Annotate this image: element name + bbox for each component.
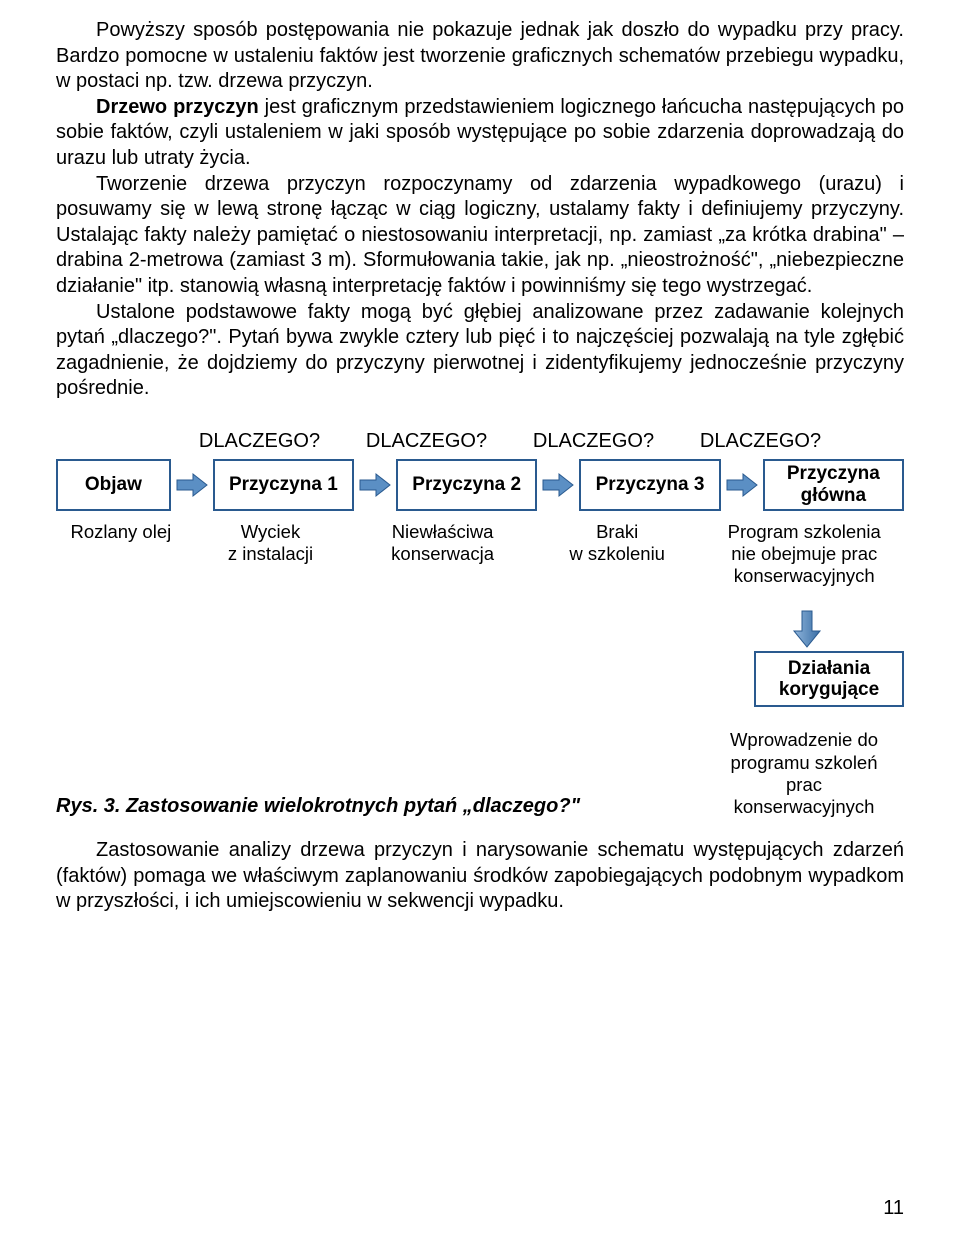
paragraph-3: Tworzenie drzewa przyczyn rozpoczynamy o… [56, 172, 904, 300]
cause-box-3: Przyczyna 3 [579, 459, 720, 511]
arrow-right-icon [175, 472, 209, 498]
page-number: 11 [883, 1197, 904, 1220]
down-arrow-wrap [56, 609, 904, 649]
cause-box-2: Przyczyna 2 [396, 459, 537, 511]
intro-text: Wprowadzenie doprogramu szkoleńprackonse… [704, 729, 904, 818]
action-box-wrap: Działaniakorygujące [56, 651, 904, 707]
term-drzewo-przyczyn: Drzewo przyczyn [96, 96, 259, 118]
why-label-1: DLACZEGO? [199, 430, 320, 453]
example-col-4: Program szkolenianie obejmuje prackonser… [704, 521, 904, 588]
why-label-row: DLACZEGO? DLACZEGO? DLACZEGO? DLACZEGO? [56, 430, 904, 453]
paragraph-1: Powyższy sposób postępowania nie pokazuj… [56, 18, 904, 95]
arrow-right-icon [725, 472, 759, 498]
examples-row: Rozlany olejWyciekz instalacjiNiewłaściw… [56, 521, 904, 588]
why-label-4: DLACZEGO? [700, 430, 821, 453]
arrow-right-icon [358, 472, 392, 498]
why-label-3: DLACZEGO? [533, 430, 654, 453]
example-col-0: Rozlany olej [56, 521, 186, 588]
boxes-row: Objaw Przyczyna 1 Przyczyna 2 Przyczyna 3 Pr… [56, 459, 904, 511]
why-label-2: DLACZEGO? [366, 430, 487, 453]
example-col-3: Brakiw szkoleniu [530, 521, 705, 588]
figure-caption: Rys. 3. Zastosowanie wielokrotnych pytań… [56, 795, 684, 818]
why-diagram: DLACZEGO? DLACZEGO? DLACZEGO? DLACZEGO? … [56, 430, 904, 818]
paragraph-2: Drzewo przyczyn jest graficznym przedsta… [56, 95, 904, 172]
cause-box-1: Przyczyna 1 [213, 459, 354, 511]
cause-box-0: Objaw [56, 459, 171, 511]
example-col-2: Niewłaściwakonserwacja [355, 521, 530, 588]
caption-row: Rys. 3. Zastosowanie wielokrotnych pytań… [56, 729, 904, 818]
paragraph-4: Ustalone podstawowe fakty mogą być głębi… [56, 300, 904, 402]
example-col-1: Wyciekz instalacji [186, 521, 356, 588]
action-box: Działaniakorygujące [754, 651, 904, 707]
cause-box-4: Przyczynagłówna [763, 459, 904, 511]
arrow-right-icon [541, 472, 575, 498]
bottom-paragraph: Zastosowanie analizy drzewa przyczyn i n… [56, 838, 904, 915]
arrow-down-icon [792, 609, 822, 649]
